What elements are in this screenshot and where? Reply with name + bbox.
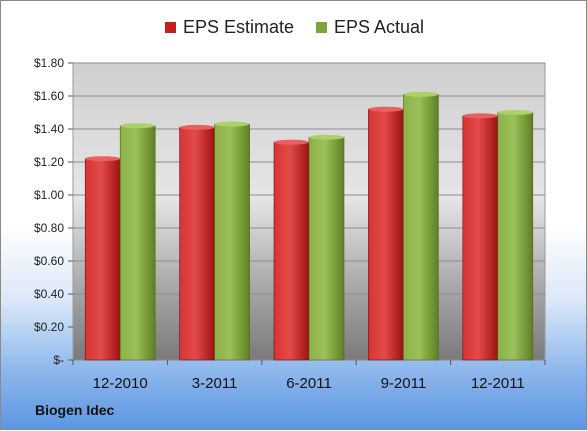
bars [84,91,534,361]
legend-swatch-actual [315,22,327,33]
company-name: Biogen Idec [35,402,115,418]
bar-cap [497,110,533,115]
bar-eps-actual [308,136,345,361]
y-tick-label: $1.60 [34,89,64,103]
legend-label-actual: EPS Actual [333,17,425,37]
bar-cap [214,121,250,127]
bar-eps-actual [497,112,534,361]
bar-cap [368,106,404,112]
y-tick-label: $0.60 [34,254,64,268]
bar-cap [309,134,344,140]
y-tick-label: $- [53,353,64,367]
bar-cap [120,123,156,129]
legend-item-estimate: EPS Estimate [164,17,294,38]
y-tick-label: $1.40 [34,122,64,136]
y-axis-ticks: $- $0.20 $0.40 $0.60 $0.80 $1.00 $1.20 $1.40 $1.… [34,56,73,367]
y-tick-label: $0.40 [34,287,64,301]
legend: EPS Estimate EPS Actual [1,17,587,38]
bar-eps-estimate [273,141,310,361]
bar-eps-actual [403,94,439,361]
bar-eps-estimate [368,108,404,361]
x-tick-label: 12-2011 [471,375,525,392]
bar-eps-estimate [462,115,499,361]
y-tick-label: $1.00 [34,188,64,202]
legend-swatch-estimate [164,22,176,33]
x-tick-label: 6-2011 [286,375,332,392]
bar-eps-estimate [179,127,215,361]
y-tick-label: $0.20 [34,320,64,334]
bar-cap [403,91,439,97]
bar-cap [85,156,121,162]
x-tick-label: 9-2011 [381,375,427,392]
x-tick-label: 3-2011 [192,375,238,392]
legend-label-estimate: EPS Estimate [182,17,294,37]
y-tick-label: $0.80 [34,221,64,235]
bar-cap [179,124,215,130]
bar-cap [274,139,309,145]
legend-item-actual: EPS Actual [315,17,425,38]
y-tick-label: $1.80 [34,56,64,70]
x-axis-ticks: 12-2010 3-2011 6-2011 9-2011 12-2011 [72,360,546,392]
bar-eps-actual [214,123,250,361]
bar-eps-actual [119,125,156,361]
bar-cap [462,113,498,119]
x-tick-label: 12-2010 [93,375,148,392]
bar-eps-estimate [84,158,121,361]
y-tick-label: $1.20 [34,155,64,169]
